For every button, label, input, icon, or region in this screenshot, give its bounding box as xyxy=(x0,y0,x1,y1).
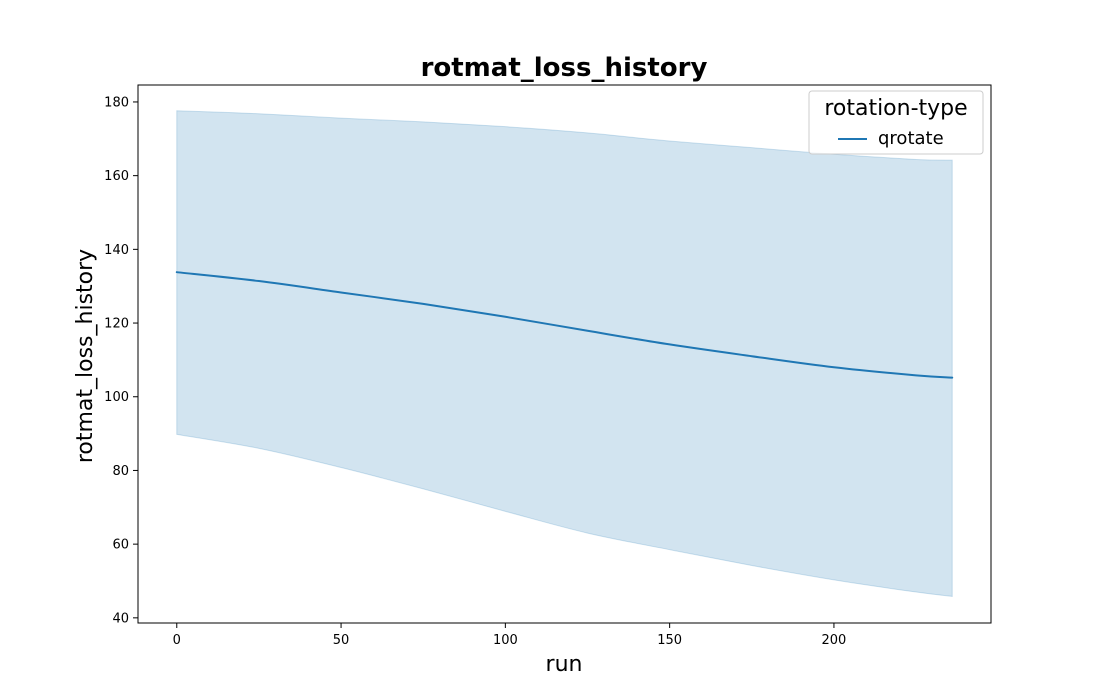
y-tick-label: 180 xyxy=(104,95,129,110)
legend-entry-qrotate: qrotate xyxy=(878,128,944,149)
confidence-band-qrotate xyxy=(176,110,953,598)
series-line-layer xyxy=(175,271,954,379)
y-axis-label: rotmat_loss_history xyxy=(73,249,98,463)
x-tick-label: 0 xyxy=(173,633,181,648)
chart-title: rotmat_loss_history xyxy=(421,53,708,83)
x-axis: 0 50 100 150 200 xyxy=(173,623,847,648)
legend-title: rotation-type xyxy=(824,96,967,121)
series-line-qrotate xyxy=(175,271,954,379)
y-tick-label: 140 xyxy=(104,243,129,258)
x-tick-label: 200 xyxy=(822,633,847,648)
y-tick-label: 40 xyxy=(112,611,129,626)
y-tick-label: 160 xyxy=(104,169,129,184)
y-tick-label: 60 xyxy=(112,538,129,553)
plot-frame xyxy=(137,84,992,624)
confidence-band-layer xyxy=(176,110,953,598)
y-axis: 40 60 80 100 120 140 160 180 xyxy=(104,95,138,626)
x-tick-label: 100 xyxy=(493,633,518,648)
y-tick-label: 80 xyxy=(112,464,129,479)
x-axis-label: run xyxy=(546,652,583,677)
y-tick-label: 120 xyxy=(104,317,129,332)
x-tick-label: 50 xyxy=(333,633,350,648)
x-tick-label: 150 xyxy=(657,633,682,648)
y-tick-label: 100 xyxy=(104,390,129,405)
legend: rotation-type qrotate xyxy=(808,90,984,155)
